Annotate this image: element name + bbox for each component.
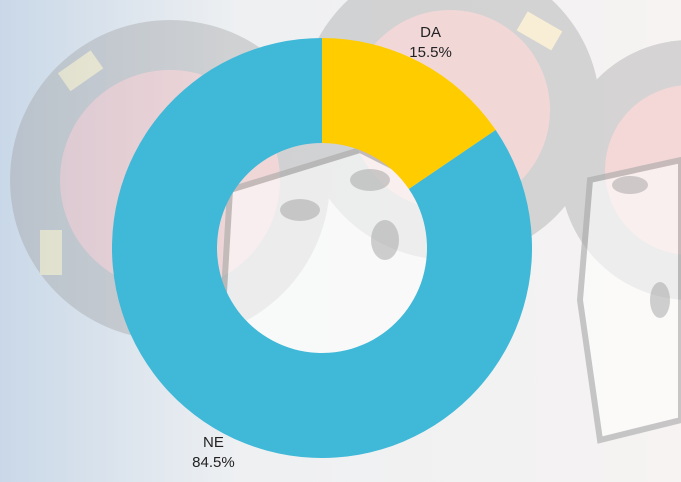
segment-value: 15.5% [409,44,452,61]
donut-segment [322,38,496,189]
segment-value: 84.5% [192,454,235,471]
segment-name: NE [203,434,224,451]
segment-name: DA [420,24,441,41]
donut-segment [111,38,532,458]
